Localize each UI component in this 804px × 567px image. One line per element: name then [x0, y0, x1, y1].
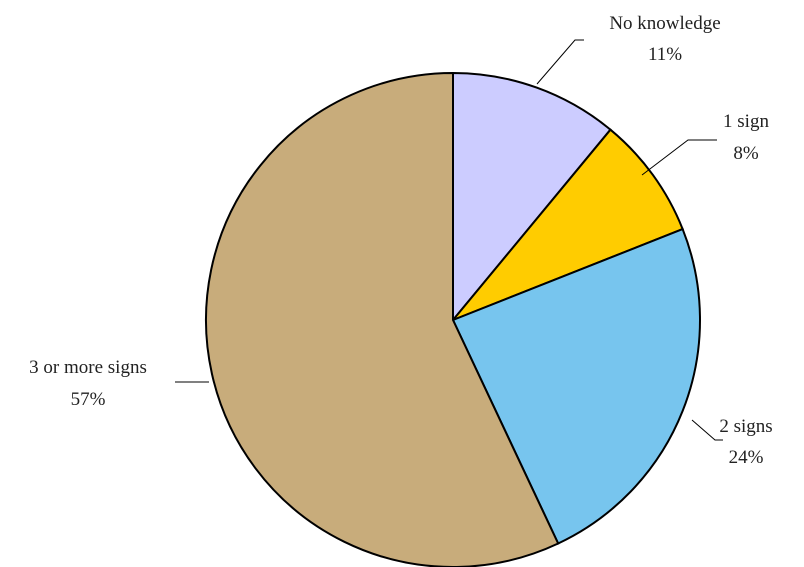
slice-label: No knowledge: [609, 13, 720, 34]
pie-slice-3-or-more-signs: [205, 71, 560, 567]
slice-value-label: 24%: [729, 447, 764, 468]
slice-label: 2 signs: [719, 416, 772, 437]
pie-slice-2-signs: [451, 227, 701, 545]
slice-value-label: 11%: [648, 44, 682, 65]
slice-value-label: 8%: [733, 143, 759, 164]
leader-line: [536, 39, 584, 85]
pie-slices: [205, 71, 701, 567]
leader-line: [641, 139, 717, 176]
leader-line: [691, 419, 723, 441]
leader-lines: [175, 39, 723, 441]
slice-label: 1 sign: [723, 111, 769, 132]
pie-slice-1-sign: [452, 128, 684, 321]
slice-labels: No knowledge 11% 1 sign 8% 2 signs 24% 3 or mo…: [29, 13, 773, 468]
slice-value-label: 57%: [71, 389, 106, 410]
pie-slice-no-knowledge: [452, 71, 612, 323]
slice-label: 3 or more signs: [29, 357, 147, 378]
